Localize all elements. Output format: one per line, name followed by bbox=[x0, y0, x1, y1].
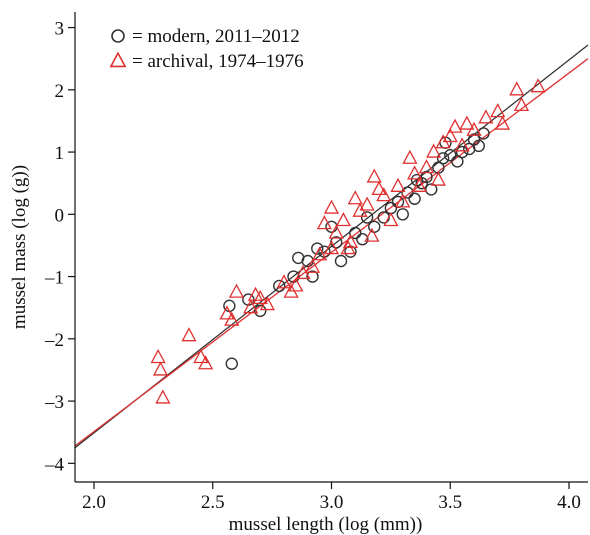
modern-point bbox=[311, 242, 324, 255]
x-tick-label: 4.0 bbox=[557, 492, 581, 513]
archival-point bbox=[376, 187, 392, 202]
x-tick-label: 3.5 bbox=[438, 492, 462, 513]
modern-point bbox=[273, 279, 286, 293]
archival-point bbox=[150, 348, 166, 364]
archival-point bbox=[442, 127, 458, 143]
y-tick-label: 3 bbox=[55, 19, 65, 40]
archival-point bbox=[243, 299, 259, 314]
archival-point bbox=[454, 137, 470, 152]
modern-point bbox=[444, 148, 457, 162]
archival-point bbox=[366, 168, 382, 183]
legend: = modern, 2011–2012 = archival, 1974–1976 bbox=[109, 26, 304, 72]
y-tick-label: 1 bbox=[55, 143, 65, 164]
archival-point bbox=[252, 289, 268, 304]
modern-point bbox=[401, 186, 414, 199]
archival-point bbox=[323, 199, 340, 214]
x-tick-label: 3.0 bbox=[320, 492, 344, 513]
modern-point bbox=[254, 304, 267, 318]
archival-point bbox=[509, 81, 525, 96]
archival-point bbox=[198, 355, 214, 370]
modern-point bbox=[472, 139, 485, 153]
legend-modern-label: = modern, 2011–2012 bbox=[132, 26, 300, 47]
archival-point bbox=[228, 283, 245, 298]
archival-point bbox=[459, 115, 475, 130]
archival-point bbox=[426, 143, 442, 158]
archival-point bbox=[383, 212, 399, 227]
x-tick-label: 2.0 bbox=[82, 492, 106, 513]
archival-point bbox=[395, 193, 411, 208]
archival-point bbox=[152, 361, 169, 376]
y-tick-label: 0 bbox=[55, 205, 65, 226]
archival-point bbox=[447, 118, 463, 133]
archival-point bbox=[224, 311, 240, 326]
archival-point bbox=[418, 159, 435, 174]
x-tick-label: 2.5 bbox=[201, 492, 225, 513]
archival-point bbox=[316, 215, 332, 230]
archival-point bbox=[288, 277, 304, 292]
modern-point bbox=[334, 254, 348, 268]
archival-point bbox=[347, 190, 363, 205]
axes: 2.0 2.5 3.0 3.5 4.0 –4 –3 –2 –1 0 1 2 3 bbox=[44, 12, 588, 513]
modern-point bbox=[306, 270, 319, 283]
archival-point bbox=[328, 224, 344, 239]
archival-point bbox=[402, 149, 418, 164]
archival-point bbox=[181, 327, 197, 342]
archival-point bbox=[513, 96, 530, 112]
archival-point bbox=[530, 78, 546, 93]
archival-point bbox=[304, 258, 321, 273]
modern-point bbox=[360, 211, 374, 224]
archival-point bbox=[219, 305, 235, 320]
legend-modern-marker bbox=[111, 29, 125, 43]
legend-archival-marker bbox=[109, 51, 127, 68]
archival-point bbox=[364, 227, 380, 242]
legend-archival-label: = archival, 1974–1976 bbox=[132, 51, 304, 72]
data-points bbox=[150, 78, 546, 404]
modern-point bbox=[455, 145, 469, 159]
y-tick-label: –1 bbox=[44, 268, 64, 289]
archival-point bbox=[390, 177, 406, 192]
archival-point bbox=[411, 177, 427, 192]
modern-point bbox=[410, 173, 424, 187]
archival-point bbox=[494, 115, 511, 130]
modern-point bbox=[467, 133, 481, 146]
y-tick-label: –2 bbox=[44, 330, 64, 351]
archival-point bbox=[276, 274, 292, 289]
y-tick-label: –4 bbox=[44, 454, 65, 475]
y-tick-label: 2 bbox=[55, 81, 65, 102]
archival-point bbox=[342, 233, 359, 248]
x-axis-label: mussel length (log (mm)) bbox=[229, 514, 423, 535]
archival-point bbox=[193, 348, 209, 364]
archival-point bbox=[335, 212, 351, 227]
archival-point bbox=[490, 103, 506, 118]
archival-point bbox=[407, 165, 423, 180]
modern-point bbox=[425, 183, 438, 196]
y-tick-label: –3 bbox=[44, 392, 64, 413]
modern-point bbox=[349, 226, 362, 240]
y-axis-label: mussel mass (log (g)) bbox=[9, 165, 30, 329]
archival-point bbox=[371, 180, 387, 196]
archival-point bbox=[435, 134, 451, 149]
modern-point bbox=[225, 357, 238, 370]
archival-point bbox=[312, 246, 328, 261]
modern-point bbox=[477, 127, 490, 140]
modern-point bbox=[396, 208, 409, 221]
fit-line bbox=[74, 58, 589, 447]
archival-point bbox=[430, 171, 446, 186]
archival-point bbox=[359, 196, 375, 211]
archival-point bbox=[323, 240, 340, 255]
archival-point bbox=[478, 109, 494, 124]
archival-point bbox=[466, 121, 482, 136]
modern-point bbox=[356, 233, 369, 246]
archival-point bbox=[155, 389, 171, 404]
fit-lines bbox=[74, 44, 589, 449]
archival-point bbox=[259, 296, 275, 311]
modern-point bbox=[408, 192, 421, 205]
modern-point bbox=[436, 152, 450, 165]
